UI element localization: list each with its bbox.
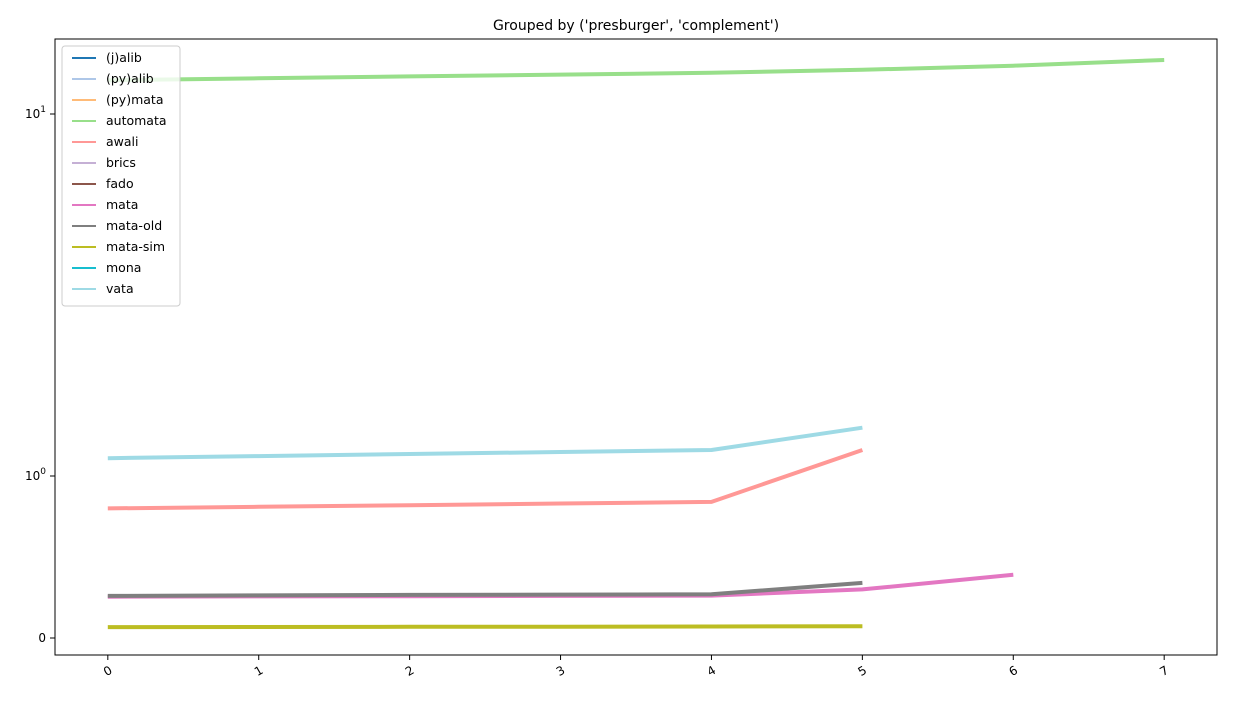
series-line-vata [107, 425, 863, 461]
x-tick-label: 4 [705, 663, 719, 679]
legend-item: brics [72, 155, 136, 170]
x-tick-label: 1 [252, 663, 266, 679]
legend-label: awali [106, 134, 139, 149]
plot-frame [54, 38, 1218, 656]
legend-item: automata [72, 113, 167, 128]
series-line-automata [107, 58, 1165, 83]
x-tick-label: 2 [403, 663, 417, 679]
legend-box [61, 45, 181, 307]
legend-label: mata-sim [106, 239, 165, 254]
legend-item: mata-sim [72, 239, 165, 254]
series-line-mata-sim [107, 624, 863, 630]
series-line-awali [107, 448, 864, 511]
y-tick-label: 100 [25, 467, 46, 483]
x-tick-label: 5 [856, 663, 870, 679]
legend: (j)alib (py)alib (py)mata automata awali bric… [61, 45, 181, 307]
x-axis: 0 1 2 3 4 5 6 7 [101, 655, 1171, 679]
legend-label: mata-old [106, 218, 162, 233]
legend-item: (py)mata [72, 92, 163, 107]
legend-item: (py)alib [72, 71, 154, 86]
legend-label: (j)alib [106, 50, 142, 65]
legend-item: mona [72, 260, 141, 275]
y-tick-label: 0 [38, 631, 46, 645]
series-line-mata-old [107, 580, 863, 598]
x-tick-label: 7 [1157, 663, 1171, 679]
legend-label: (py)alib [106, 71, 154, 86]
legend-label: vata [106, 281, 134, 296]
plot-lines [107, 58, 1165, 630]
legend-item: fado [72, 176, 134, 191]
y-axis: 0 100 101 [25, 105, 55, 645]
legend-item: vata [72, 281, 134, 296]
legend-item: (j)alib [72, 50, 142, 65]
legend-label: mata [106, 197, 138, 212]
legend-item: mata-old [72, 218, 162, 233]
x-tick-label: 0 [101, 663, 115, 679]
legend-item: awali [72, 134, 139, 149]
legend-label: automata [106, 113, 167, 128]
x-tick-label: 6 [1006, 663, 1020, 679]
legend-item: mata [72, 197, 138, 212]
legend-label: (py)mata [106, 92, 163, 107]
legend-label: brics [106, 155, 136, 170]
x-tick-label: 3 [554, 663, 568, 679]
chart-title: Grouped by ('presburger', 'complement') [493, 18, 779, 34]
y-tick-label: 101 [25, 105, 46, 121]
legend-label: mona [106, 260, 141, 275]
legend-label: fado [106, 176, 134, 191]
